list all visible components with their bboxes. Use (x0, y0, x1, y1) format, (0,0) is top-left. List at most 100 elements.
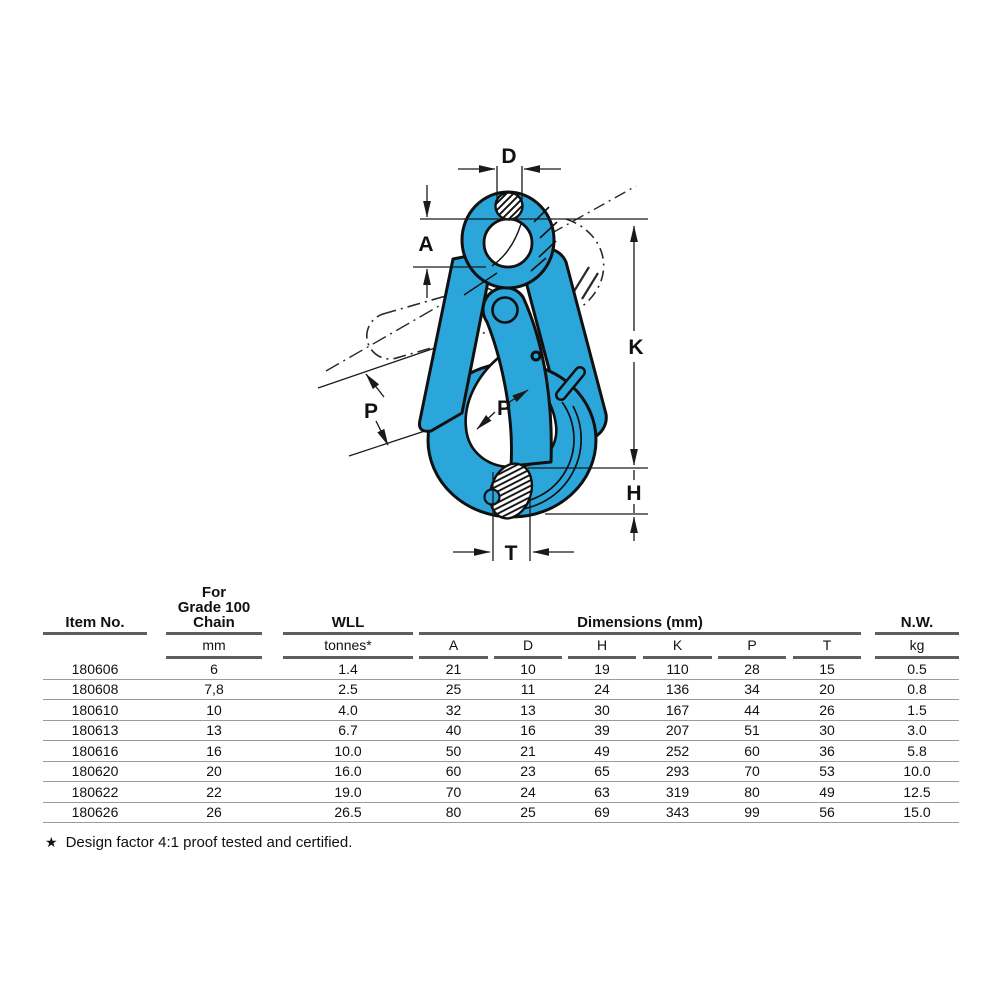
cell-dim-p: 28 (744, 660, 760, 677)
cell-item: 180620 (71, 763, 119, 780)
cell-wll: 19.0 (334, 783, 362, 800)
cell-dim-p: 44 (744, 701, 760, 718)
cell-dim-t: 26 (819, 701, 835, 718)
cell-wll: 4.0 (338, 701, 358, 718)
star-icon: ★ (45, 834, 58, 850)
units-underline-row (43, 656, 959, 659)
header-item-no: Item No. (65, 614, 125, 631)
cell-dim-p: 34 (744, 681, 760, 698)
cell-dim-a: 32 (445, 701, 462, 718)
table-row: 180626 26 26.5 80 25 69 343 99 56 15.0 (43, 803, 959, 823)
cell-wll: 16.0 (334, 763, 362, 780)
table-row: 180616 16 10.0 50 21 49 252 60 36 5.8 (43, 741, 959, 762)
cell-item: 180616 (71, 742, 119, 759)
cell-dim-h: 69 (594, 804, 610, 821)
cell-dim-p: 99 (744, 804, 760, 821)
cell-dim-a: 80 (445, 804, 462, 821)
cell-wll: 10.0 (334, 742, 362, 759)
cell-dim-t: 15 (819, 660, 835, 677)
table-row: 180608 7,8 2.5 25 11 24 136 34 20 0.8 (43, 680, 959, 700)
footnote-text: Design factor 4:1 proof tested and certi… (65, 834, 353, 851)
latch-rivet (530, 350, 542, 362)
eye-hole-phantom-arc (491, 223, 522, 267)
dim-col-t: T (822, 636, 832, 653)
cell-dim-t: 20 (819, 681, 835, 698)
header-chain: For Grade 100 Chain (166, 585, 262, 632)
cell-dim-k: 343 (665, 804, 690, 821)
dim-col-p: P (747, 636, 757, 653)
table-row: 180606 6 1.4 21 10 19 110 28 15 0.5 (43, 659, 959, 680)
dimension-lines (365, 165, 648, 561)
hook-diagram-svg: D A K H T P P (317, 145, 648, 565)
cell-dim-h: 65 (594, 763, 610, 780)
hook-diagram: D A K H T P P (317, 145, 648, 565)
cell-dim-d: 13 (520, 701, 536, 718)
cell-chain: 7,8 (204, 681, 224, 698)
dim-label-h: H (626, 482, 641, 505)
cell-dim-a: 60 (445, 763, 462, 780)
cell-chain: 10 (206, 701, 222, 718)
cell-dim-a: 25 (445, 681, 462, 698)
cell-dim-h: 24 (594, 681, 610, 698)
header-wll: WLL (331, 614, 365, 631)
cell-chain: 26 (206, 804, 222, 821)
cell-item: 180608 (71, 681, 119, 698)
cell-dim-k: 136 (665, 681, 690, 698)
dim-label-p-left: P (364, 400, 378, 423)
dim-label-a: A (418, 233, 433, 256)
cell-dim-k: 207 (665, 722, 690, 739)
header-chain-line2: Grade 100 (177, 599, 251, 616)
unit-chain: mm (202, 636, 226, 653)
eye-top-section-hatch (494, 191, 524, 221)
cell-dim-k: 293 (665, 763, 690, 780)
latch-blade (481, 286, 553, 468)
table-row: 180622 22 19.0 70 24 63 319 80 49 12.5 (43, 782, 959, 803)
unit-nw: kg (909, 636, 925, 653)
dim-label-t: T (505, 542, 518, 565)
cell-wll: 2.5 (338, 681, 358, 698)
cell-dim-p: 70 (744, 763, 760, 780)
table-header-row: Item No. For Grade 100 Chain WLL Dimensi… (43, 585, 959, 632)
cell-dim-p: 60 (744, 742, 760, 759)
cell-dim-t: 56 (819, 804, 835, 821)
cell-wll: 1.4 (338, 660, 358, 677)
header-underline-row (43, 632, 959, 635)
header-chain-line1: For (201, 584, 227, 601)
cell-dim-k: 252 (665, 742, 690, 759)
cell-item: 180613 (71, 722, 119, 739)
table-units-row: mm tonnes* A D H K P T kg (43, 635, 959, 656)
cell-nw: 0.5 (907, 660, 927, 677)
cell-dim-d: 11 (520, 681, 536, 698)
spec-table: Item No. For Grade 100 Chain WLL Dimensi… (0, 585, 1000, 823)
cell-dim-t: 30 (819, 722, 835, 739)
table-row: 180620 20 16.0 60 23 65 293 70 53 10.0 (43, 762, 959, 782)
dim-col-k: K (672, 636, 683, 653)
hook-eye-hole (482, 217, 534, 269)
cell-item: 180610 (71, 701, 119, 718)
cell-nw: 10.0 (903, 763, 931, 780)
cell-nw: 1.5 (907, 701, 927, 718)
cell-chain: 22 (206, 783, 222, 800)
cell-chain: 16 (206, 742, 222, 759)
cell-dim-t: 49 (819, 783, 835, 800)
cell-nw: 3.0 (907, 722, 927, 739)
dim-col-a: A (448, 636, 459, 653)
header-dimensions: Dimensions (mm) (577, 614, 703, 631)
dim-label-k: K (628, 336, 643, 359)
cell-dim-a: 40 (445, 722, 462, 739)
cell-item: 180622 (71, 783, 119, 800)
cell-item: 180606 (71, 660, 119, 677)
table-row: 180613 13 6.7 40 16 39 207 51 30 3.0 (43, 721, 959, 741)
cell-dim-h: 19 (594, 660, 610, 677)
dim-label-d: D (501, 145, 516, 168)
cell-wll: 26.5 (334, 804, 362, 821)
hook-body (418, 190, 608, 520)
cell-nw: 12.5 (903, 783, 931, 800)
unit-wll: tonnes* (324, 636, 372, 653)
spec-table-body: 180606 6 1.4 21 10 19 110 28 15 0.5 180608 7,8 2.5 25… (0, 659, 1000, 823)
cell-dim-h: 49 (594, 742, 610, 759)
cell-nw: 5.8 (907, 742, 927, 759)
cell-chain: 20 (206, 763, 222, 780)
cell-dim-p: 51 (744, 722, 760, 739)
header-nw: N.W. (900, 614, 934, 631)
